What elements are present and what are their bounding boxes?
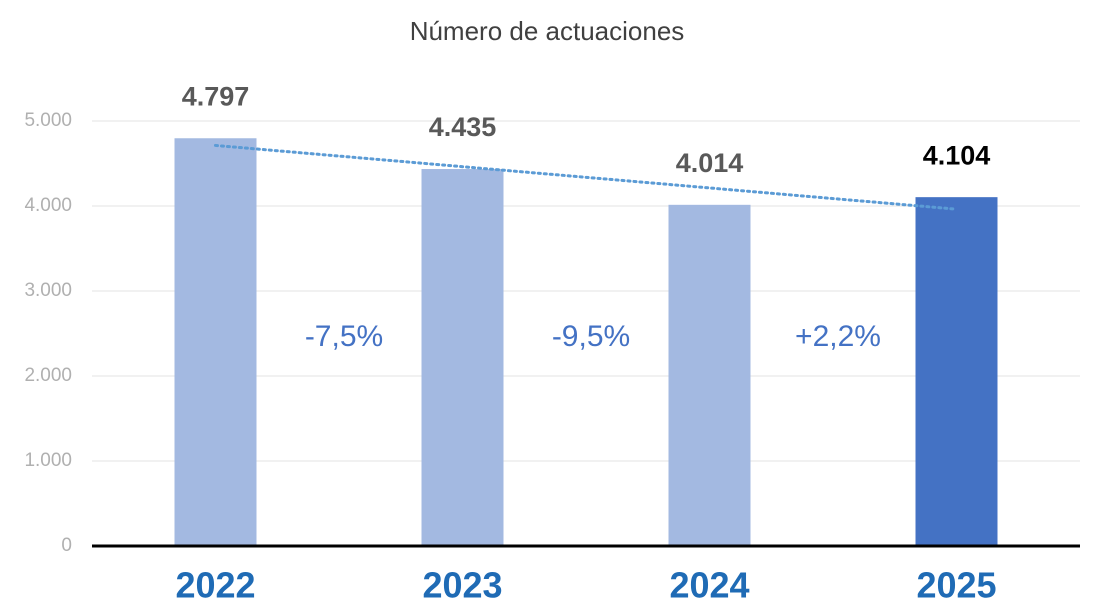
y-tick-label: 2.000 [24, 365, 72, 386]
change-annotation: +2,2% [795, 320, 881, 353]
change-annotation: -9,5% [552, 320, 630, 353]
bar [174, 138, 257, 546]
y-tick-label: 1.000 [24, 450, 72, 471]
y-tick-label: 5.000 [24, 110, 72, 131]
chart-title: Número de actuaciones [410, 16, 685, 46]
bar [915, 197, 998, 546]
value-label: 4.014 [676, 148, 744, 178]
x-tick-label: 2022 [175, 565, 255, 605]
y-tick-label: 3.000 [24, 280, 72, 301]
x-tick-label: 2023 [422, 565, 502, 605]
x-tick-label: 2025 [916, 565, 996, 605]
value-label: 4.104 [923, 140, 991, 170]
y-tick-label: 4.000 [24, 195, 72, 216]
change-annotation: -7,5% [305, 320, 383, 353]
x-tick-label: 2024 [669, 565, 749, 605]
value-label: 4.435 [429, 112, 497, 142]
bar [421, 169, 504, 546]
y-tick-label: 0 [61, 535, 72, 556]
trendline [214, 143, 958, 211]
value-label: 4.797 [182, 81, 250, 111]
bar [668, 204, 751, 546]
